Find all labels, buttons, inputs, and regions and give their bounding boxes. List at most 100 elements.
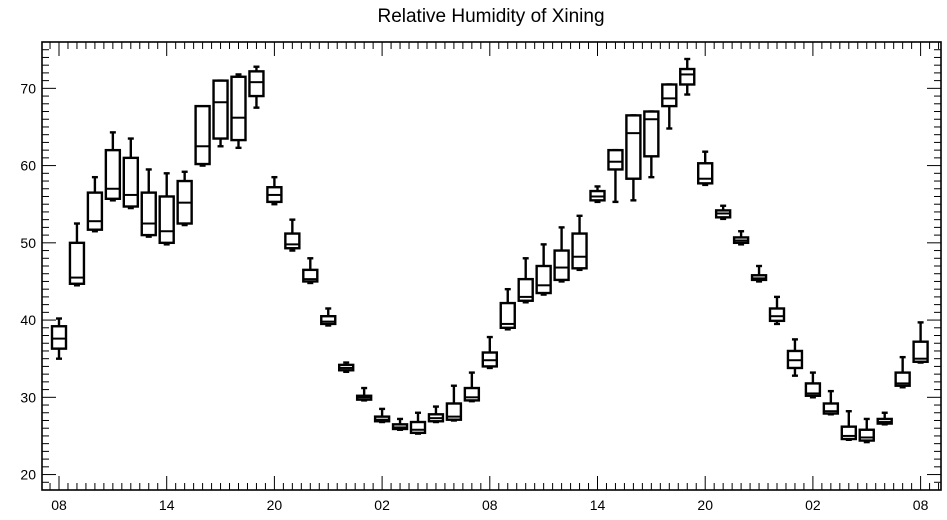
y-tick-label: 30 <box>20 389 36 405</box>
box-1 <box>68 222 86 287</box>
box-36 <box>697 150 714 187</box>
box-iqr <box>499 301 516 329</box>
y-tick-label: 20 <box>20 467 36 483</box>
box-iqr <box>607 148 624 171</box>
box-iqr <box>912 340 929 363</box>
box-6 <box>158 172 175 246</box>
y-tick-label: 40 <box>20 312 36 328</box>
box-0 <box>50 317 68 360</box>
x-tick-label: 08 <box>51 497 67 513</box>
box-iqr <box>140 191 157 237</box>
box-iqr <box>86 191 104 231</box>
box-iqr <box>840 425 857 441</box>
x-axis: 08 14 20 02 08 14 20 02 08 <box>49 42 940 513</box>
box-iqr <box>697 162 714 185</box>
box-27 <box>535 243 552 296</box>
box-iqr <box>535 264 552 295</box>
box-38 <box>732 230 750 246</box>
box-46 <box>876 411 893 426</box>
box-iqr <box>122 156 140 208</box>
box-32 <box>625 114 642 202</box>
box-9 <box>212 79 229 148</box>
box-15 <box>320 307 337 327</box>
box-37 <box>714 204 732 221</box>
box-12 <box>266 175 283 206</box>
box-30 <box>589 185 606 204</box>
x-tick-label: 20 <box>267 497 283 513</box>
box-21 <box>427 405 445 424</box>
box-iqr <box>284 232 301 250</box>
box-iqr <box>230 75 247 142</box>
x-tick-label: 20 <box>697 497 713 513</box>
box-iqr <box>643 110 660 158</box>
box-iqr <box>248 70 265 98</box>
box-iqr <box>553 249 570 282</box>
box-23 <box>463 371 481 403</box>
x-tick-label: 14 <box>159 497 175 513</box>
box-43 <box>822 389 840 416</box>
box-29 <box>571 214 588 272</box>
box-40 <box>768 295 786 326</box>
box-22 <box>445 384 463 422</box>
box-26 <box>517 257 534 304</box>
box-41 <box>786 338 804 377</box>
box-iqr <box>104 148 122 200</box>
box-iqr <box>212 79 229 140</box>
box-3 <box>104 131 122 202</box>
box-iqr <box>822 402 840 415</box>
box-39 <box>750 264 768 283</box>
box-iqr <box>158 195 175 245</box>
plot-frame <box>41 41 942 491</box>
y-tick-label: 60 <box>20 158 36 174</box>
box-10 <box>230 73 247 150</box>
box-iqr <box>68 241 86 285</box>
x-tick-label: 02 <box>374 497 390 513</box>
box-iqr <box>194 104 211 166</box>
box-14 <box>302 257 319 285</box>
box-25 <box>499 287 516 331</box>
box-5 <box>140 168 157 238</box>
box-2 <box>86 175 104 233</box>
box-iqr <box>625 114 642 180</box>
box-series <box>50 57 929 444</box>
box-11 <box>248 65 265 109</box>
y-tick-label: 50 <box>20 235 36 251</box>
box-35 <box>679 57 696 96</box>
box-7 <box>176 170 193 227</box>
x-tick-label: 14 <box>590 497 606 513</box>
x-tick-label: 08 <box>913 497 929 513</box>
box-42 <box>804 371 822 399</box>
box-48 <box>912 321 929 364</box>
box-iqr <box>409 420 427 435</box>
box-iqr <box>679 67 696 86</box>
x-tick-label: 08 <box>482 497 498 513</box>
box-44 <box>840 410 857 441</box>
box-iqr <box>302 268 319 283</box>
box-4 <box>122 137 140 210</box>
box-33 <box>643 110 660 179</box>
box-17 <box>355 386 373 402</box>
box-iqr <box>50 325 68 350</box>
y-tick-label: 70 <box>20 80 36 96</box>
box-20 <box>409 411 427 435</box>
box-47 <box>894 355 911 389</box>
box-13 <box>284 218 301 252</box>
box-19 <box>391 417 409 431</box>
x-tick-label: 02 <box>805 497 821 513</box>
y-axis: 20 30 40 50 60 70 <box>20 41 941 491</box>
box-24 <box>481 335 498 370</box>
box-iqr <box>858 428 875 442</box>
box-28 <box>553 226 570 283</box>
chart-title: Relative Humidity of Xining <box>377 6 604 27</box>
box-31 <box>607 148 624 204</box>
box-iqr <box>768 307 786 323</box>
box-iqr <box>463 386 481 402</box>
box-iqr <box>517 277 534 302</box>
box-8 <box>194 104 211 167</box>
box-16 <box>338 361 355 374</box>
box-18 <box>373 407 391 424</box>
box-45 <box>858 417 875 444</box>
box-iqr <box>661 83 678 108</box>
box-iqr <box>571 232 588 270</box>
